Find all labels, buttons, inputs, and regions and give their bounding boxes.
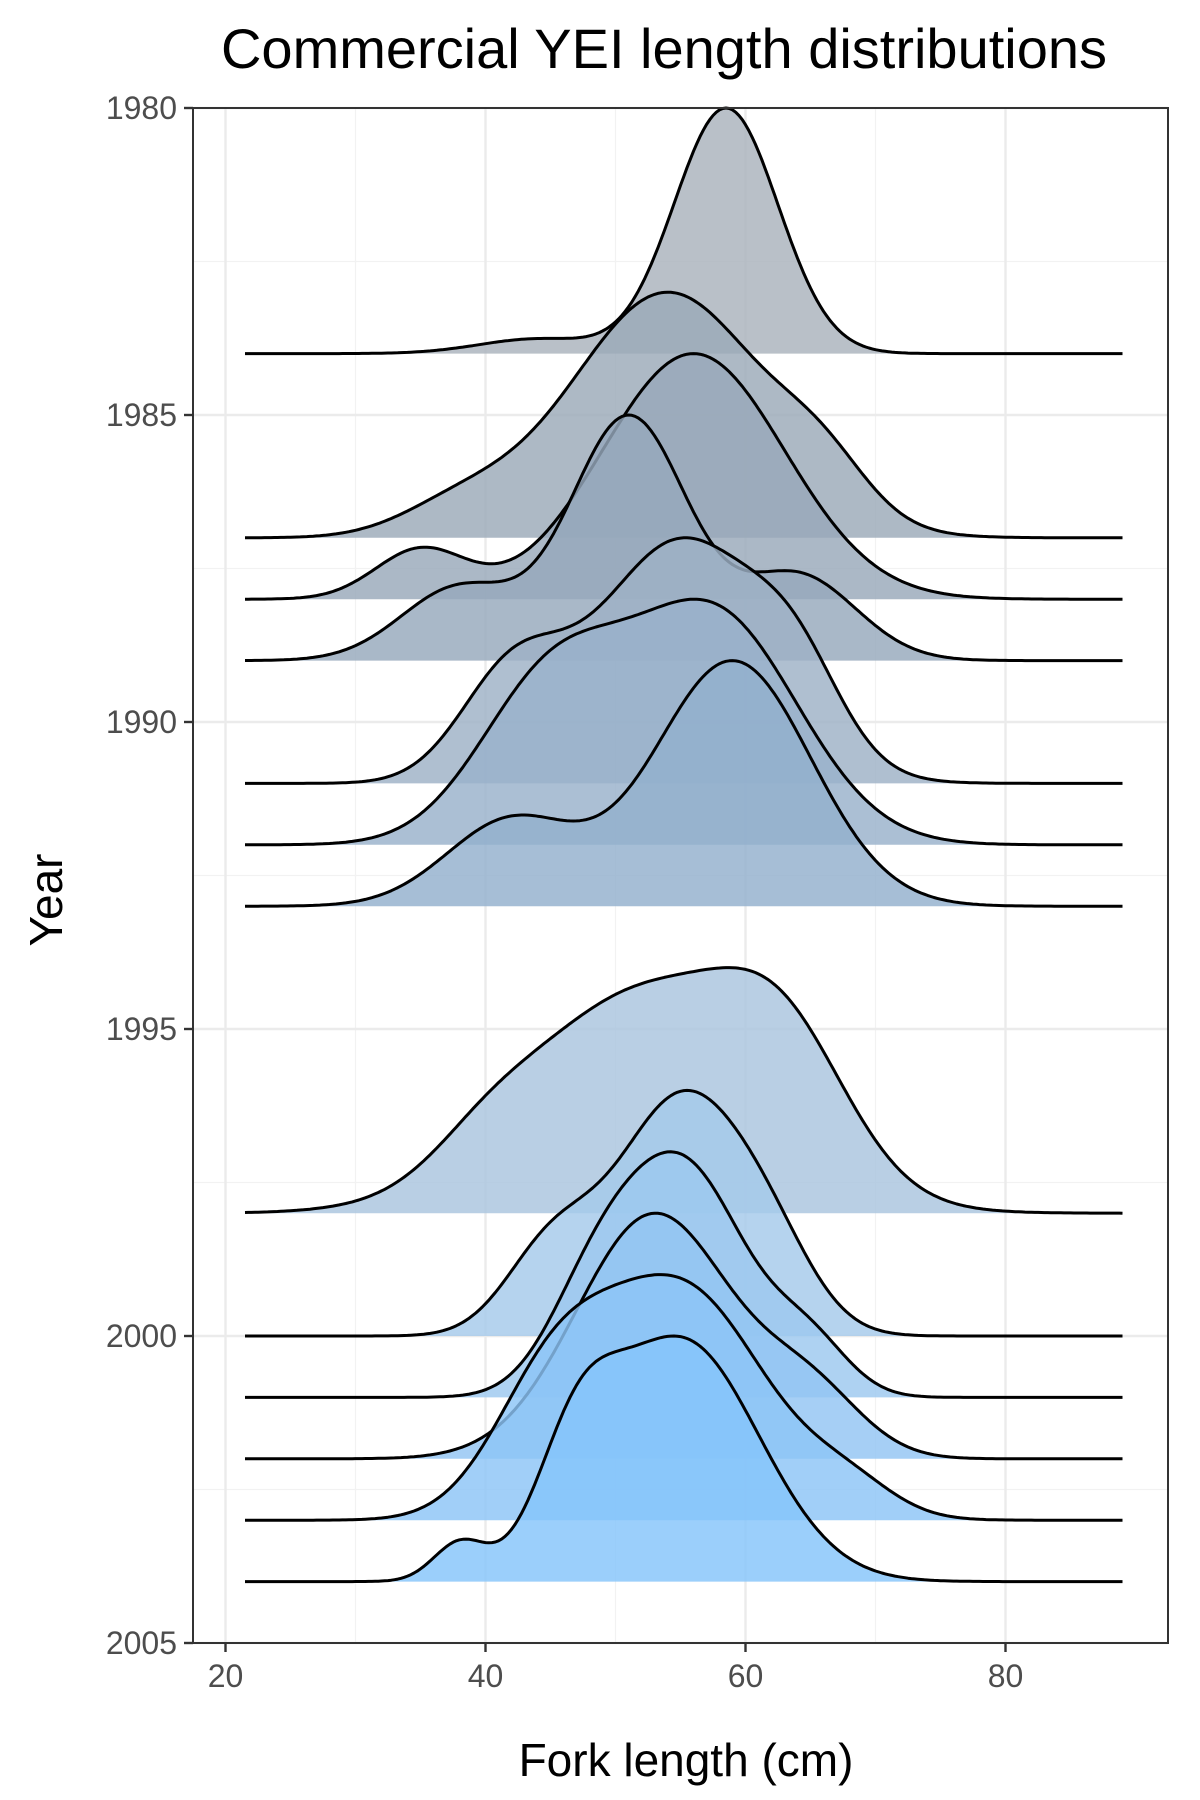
ridge-1993 [245, 659, 1123, 908]
ridge-line-2000 [245, 1088, 1123, 1338]
ridge-1984 [245, 106, 1123, 356]
plot-panel [192, 107, 1169, 1644]
ridge-line-1984 [245, 106, 1123, 356]
y-tick-label: 1985 [106, 397, 177, 433]
ridge-line-1998 [244, 966, 1123, 1215]
ridge-line-1993 [245, 659, 1123, 908]
ridge-area-2004 [245, 1336, 1123, 1582]
chart-title: Commercial YEI length distributions [221, 17, 1107, 80]
ridge-line-2002 [245, 1211, 1123, 1461]
x-axis-label: Fork length (cm) [519, 1734, 854, 1786]
ridges [244, 106, 1123, 1584]
ridge-area-1993 [245, 660, 1123, 907]
axes: 20 40 60 80 1980 1985 1990 1995 2000 2005 [106, 90, 1023, 1694]
y-tick-label: 2005 [106, 1625, 177, 1661]
ridge-1988 [245, 352, 1123, 601]
ridge-area-1984 [245, 108, 1123, 354]
y-tick-label: 1980 [106, 90, 177, 126]
ridge-line-1991 [245, 536, 1123, 785]
ridge-line-1988 [245, 352, 1123, 601]
y-tick-label: 2000 [106, 1318, 177, 1354]
y-tick-label: 1990 [106, 704, 177, 740]
x-tick-label: 80 [988, 1658, 1024, 1694]
ridge-line-1992 [245, 597, 1123, 847]
x-tick-label: 40 [468, 1658, 504, 1694]
ridge-line-2003 [245, 1273, 1123, 1522]
ridge-line-1989 [245, 413, 1123, 663]
x-tick-label: 20 [208, 1658, 244, 1694]
ridge-2004 [245, 1334, 1123, 1584]
y-tick-label: 1995 [106, 1011, 177, 1047]
ridge-line-2004 [245, 1334, 1123, 1584]
x-tick-label: 60 [728, 1658, 764, 1694]
ridge-line-2001 [245, 1150, 1123, 1399]
y-axis-label: Year [20, 854, 72, 947]
ridge-line-1987 [245, 290, 1123, 540]
ridge-area-1988 [245, 353, 1123, 600]
